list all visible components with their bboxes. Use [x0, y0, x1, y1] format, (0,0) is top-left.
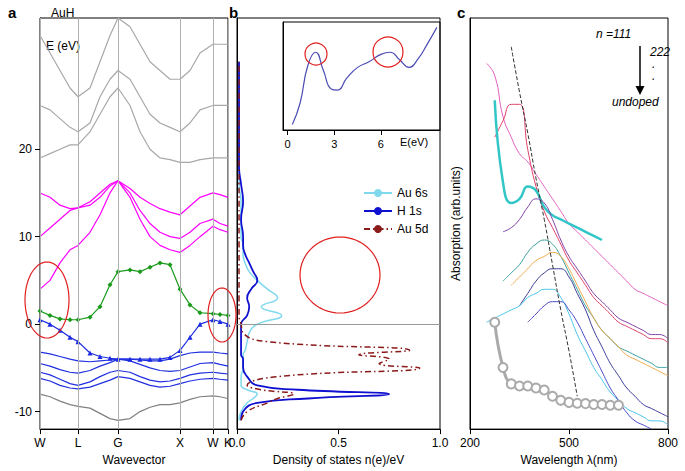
svg-text:Density of states n(e)/eV: Density of states n(e)/eV [273, 453, 404, 467]
svg-text:222: 222 [650, 45, 670, 59]
svg-text:20: 20 [19, 142, 33, 156]
svg-text:0.0: 0.0 [229, 436, 246, 450]
svg-text:500: 500 [559, 436, 579, 450]
svg-text:6: 6 [378, 138, 384, 150]
svg-text:c: c [457, 4, 465, 21]
svg-text:n =111: n =111 [596, 27, 631, 41]
svg-text:0.5: 0.5 [330, 436, 347, 450]
svg-text:a: a [8, 4, 17, 21]
svg-text:E (eV): E (eV) [46, 39, 80, 53]
svg-text:H 1s: H 1s [397, 204, 422, 218]
svg-text:X: X [176, 436, 184, 450]
svg-text:1.0: 1.0 [432, 436, 449, 450]
svg-text:W: W [34, 436, 46, 450]
svg-text:AuH: AuH [51, 6, 74, 20]
svg-text:undoped: undoped [612, 95, 659, 109]
svg-text:E(eV): E(eV) [400, 136, 428, 148]
svg-text:G: G [113, 436, 122, 450]
svg-text:-10: -10 [15, 405, 33, 419]
svg-text:Wavevector: Wavevector [103, 453, 166, 467]
svg-text:.: . [652, 69, 655, 83]
svg-text:W: W [207, 436, 219, 450]
svg-text:Absorption (arb.units): Absorption (arb.units) [449, 166, 463, 281]
svg-text:0: 0 [285, 138, 291, 150]
svg-text:200: 200 [460, 436, 480, 450]
svg-text:800: 800 [658, 436, 678, 450]
svg-text:Au 5d: Au 5d [397, 222, 428, 236]
svg-text:10: 10 [19, 230, 33, 244]
svg-text:Wavelength λ(nm): Wavelength λ(nm) [521, 453, 618, 467]
svg-text:Au 6s: Au 6s [397, 186, 428, 200]
svg-text:0: 0 [25, 317, 32, 331]
svg-text:3: 3 [331, 138, 337, 150]
svg-text:b: b [229, 4, 238, 21]
svg-text:L: L [75, 436, 82, 450]
